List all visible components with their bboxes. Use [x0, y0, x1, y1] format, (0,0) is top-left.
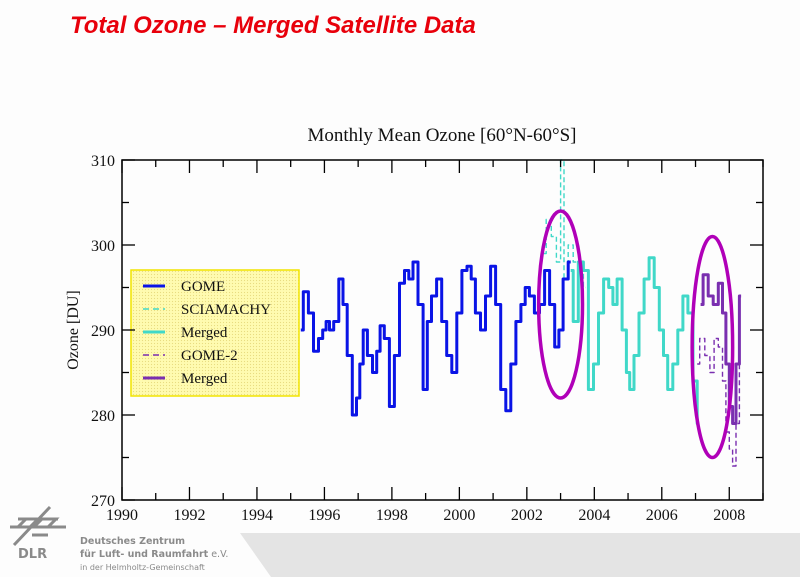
org-name-line3: in der Helmholtz-Gemeinschaft: [80, 563, 205, 572]
chart-title: Monthly Mean Ozone [60°N-60°S]: [307, 125, 576, 146]
x-tick-label: 1994: [241, 507, 273, 524]
x-tick-label: 2008: [713, 507, 745, 524]
highlight-ellipse-highlight-2002-2003: [536, 209, 585, 400]
legend-label-3: GOME-2: [181, 348, 238, 364]
series-line-gome-0: [300, 260, 571, 417]
series-line-merged-4: [700, 273, 742, 425]
x-tick-label: 1998: [376, 507, 408, 524]
x-tick-label: 2006: [646, 507, 678, 524]
org-name-line2-bold: für Luft- und Raumfahrt: [80, 549, 209, 560]
org-name-line2-suffix: e.V.: [208, 549, 229, 560]
y-tick-label: 300: [91, 238, 115, 255]
y-tick-label: 270: [91, 493, 115, 510]
series-line-merged-2: [570, 256, 699, 425]
legend: GOME SCIAMACHY Merged GOME-2 Merged: [130, 269, 300, 397]
dlr-logo-text: DLR: [18, 547, 48, 562]
highlight-ellipse-highlight-2007-2008: [690, 234, 735, 460]
legend-label-1: SCIAMACHY: [181, 302, 271, 318]
y-axis-label: Ozone [DU]: [65, 290, 82, 370]
y-tick-label: 290: [91, 323, 115, 340]
org-name-line2: für Luft- und Raumfahrt e.V.: [80, 549, 228, 560]
x-tick-label: 2000: [443, 507, 475, 524]
legend-label-4: Merged: [181, 371, 228, 387]
y-tick-label: 280: [91, 408, 115, 425]
slide-title: Total Ozone – Merged Satellite Data: [70, 12, 476, 39]
dlr-logo-icon: [10, 505, 66, 547]
x-tick-label: 2002: [511, 507, 543, 524]
x-tick-label: 2004: [578, 507, 610, 524]
series-line-gome-2-3: [697, 337, 742, 467]
legend-label-2: Merged: [181, 325, 228, 341]
org-name-line1: Deutsches Zentrum: [80, 536, 186, 547]
footer-band: [240, 533, 800, 577]
x-tick-label: 1992: [173, 507, 205, 524]
x-tick-label: 1996: [308, 507, 340, 524]
x-tick-label: 1990: [106, 507, 138, 524]
legend-label-0: GOME: [181, 279, 225, 295]
y-tick-label: 310: [91, 153, 115, 170]
